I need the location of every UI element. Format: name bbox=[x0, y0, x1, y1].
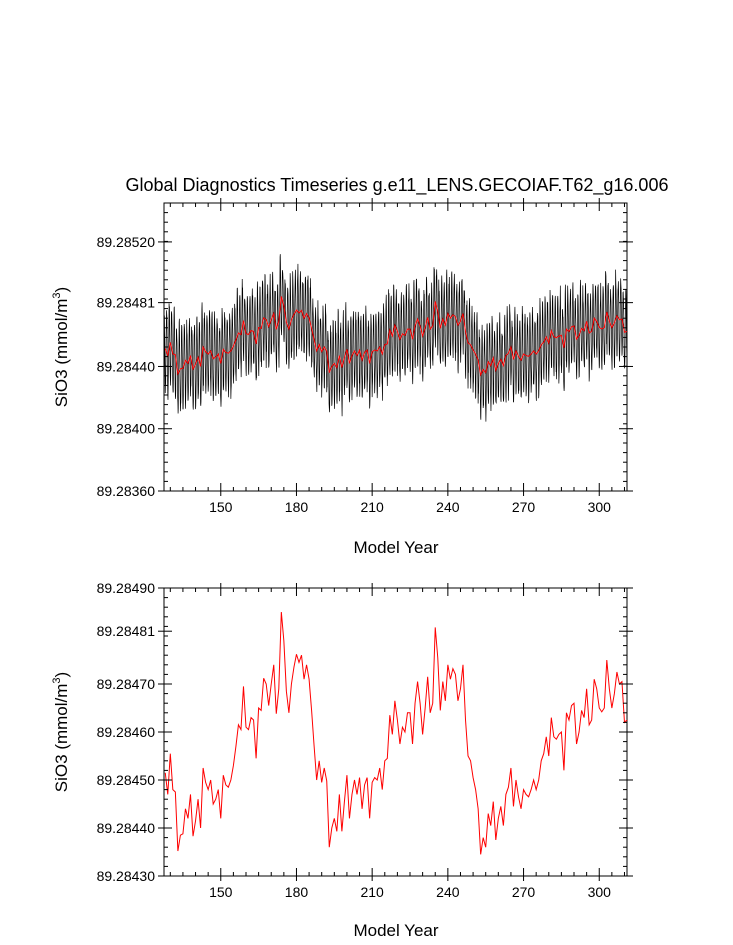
top-y-tick-label: 89.28520 bbox=[97, 234, 156, 250]
bottom-x-tick-label: 270 bbox=[512, 884, 536, 900]
bottom-y-tick-label: 89.28430 bbox=[97, 868, 156, 884]
top-series-layer bbox=[164, 254, 627, 422]
top-x-tick-label: 240 bbox=[436, 499, 460, 515]
bottom-x-tick-label: 150 bbox=[209, 884, 233, 900]
bottom-x-tick-label: 180 bbox=[285, 884, 309, 900]
top-x-tick-label: 210 bbox=[360, 499, 384, 515]
top-x-tick-label: 180 bbox=[285, 499, 309, 515]
top-tick-layer: 150 180 210 240 270 300 89.28360 89.28400 89.284… bbox=[97, 198, 633, 515]
bottom-y-tick-label: 89.28490 bbox=[97, 580, 156, 596]
bottom-y-tick-label: 89.28460 bbox=[97, 724, 156, 740]
top-annual-mean-line bbox=[164, 296, 627, 377]
top-y-label-tail: ) bbox=[52, 287, 71, 293]
top-x-tick-label: 300 bbox=[588, 499, 612, 515]
top-x-tick-label: 150 bbox=[209, 499, 233, 515]
top-x-axis-label: Model Year bbox=[353, 538, 438, 557]
bottom-series-layer bbox=[164, 611, 628, 855]
top-y-tick-label: 89.28440 bbox=[97, 358, 156, 374]
top-y-label-main: SiO3 (mmol/m bbox=[52, 299, 71, 408]
bottom-annual-mean-line bbox=[164, 611, 628, 855]
bottom-y-tick-label: 89.28440 bbox=[97, 820, 156, 836]
bottom-y-label-sup: 3 bbox=[51, 677, 63, 683]
bottom-y-tick-label: 89.28450 bbox=[97, 772, 156, 788]
bottom-y-label-tail: ) bbox=[52, 672, 71, 678]
top-y-axis-label: SiO3 (mmol/m3) bbox=[51, 287, 71, 407]
top-y-tick-label: 89.28360 bbox=[97, 483, 156, 499]
bottom-x-tick-label: 240 bbox=[436, 884, 460, 900]
top-y-tick-label: 89.28481 bbox=[97, 295, 156, 311]
panel-top: 150 180 210 240 270 300 89.28360 89.28400 89.284… bbox=[51, 198, 633, 557]
chart-title: Global Diagnostics Timeseries g.e11_LENS… bbox=[126, 175, 669, 196]
bottom-x-tick-label: 300 bbox=[588, 884, 612, 900]
panel-bottom-frame bbox=[163, 587, 628, 877]
top-y-label-sup: 3 bbox=[51, 292, 63, 298]
panel-bottom: 150 180 210 240 270 300 89.28430 89.28440 89.284… bbox=[51, 580, 633, 940]
bottom-y-axis-label: SiO3 (mmol/m3) bbox=[51, 672, 71, 792]
top-monthly-series-line bbox=[164, 254, 627, 422]
bottom-x-tick-label: 210 bbox=[360, 884, 384, 900]
bottom-x-axis-label: Model Year bbox=[353, 921, 438, 940]
bottom-y-tick-label: 89.28481 bbox=[97, 623, 156, 639]
bottom-tick-layer: 150 180 210 240 270 300 89.28430 89.28440 89.284… bbox=[97, 580, 633, 900]
bottom-y-tick-label: 89.28470 bbox=[97, 676, 156, 692]
bottom-y-label-main: SiO3 (mmol/m bbox=[52, 684, 71, 793]
top-y-tick-label: 89.28400 bbox=[97, 421, 156, 437]
top-x-tick-label: 270 bbox=[512, 499, 536, 515]
